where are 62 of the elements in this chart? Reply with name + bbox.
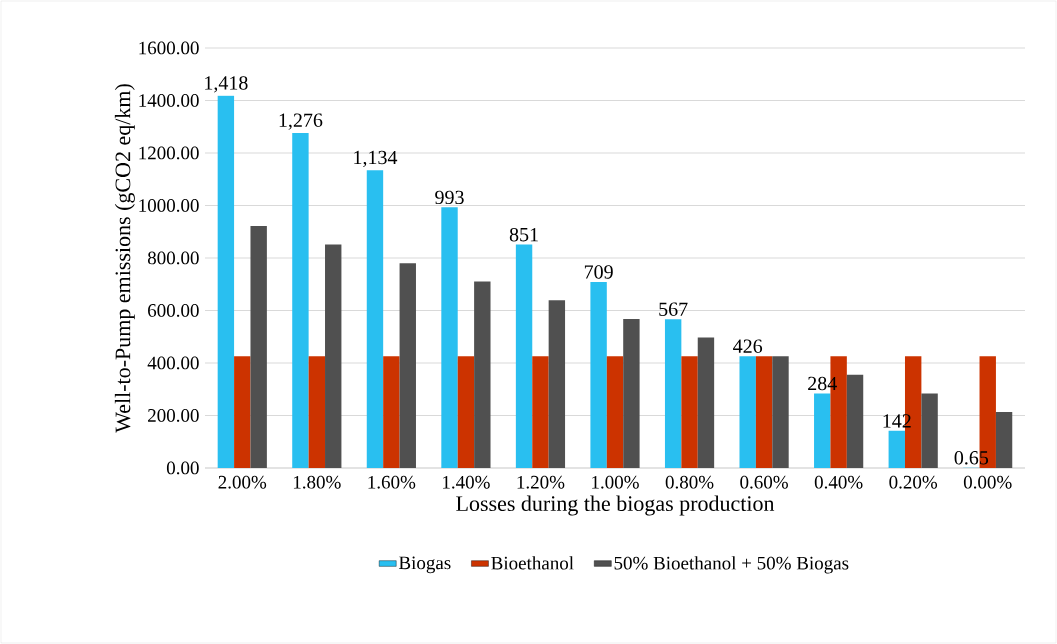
bar: [548, 300, 566, 468]
y-tick-label: 200.00: [148, 409, 199, 422]
bar: [846, 374, 864, 468]
x-tick-label: 1.20%: [517, 475, 565, 489]
bar: [292, 133, 309, 468]
y-tick-label: 1400.00: [139, 94, 199, 107]
x-tick-label: 1.00%: [592, 475, 639, 489]
x-tick-label: 0.00%: [963, 475, 1012, 489]
bar: [772, 356, 789, 468]
x-axis-title: Losses during the biogas production: [456, 495, 775, 516]
y-tick-label: 1600.00: [139, 41, 199, 55]
legend-label: Bioethanol: [491, 556, 574, 570]
data-label: 1,134: [354, 150, 398, 168]
y-tick-label: 1000.00: [139, 199, 199, 212]
bar: [995, 412, 1013, 468]
bar: [739, 356, 756, 468]
data-label: 851: [509, 227, 538, 242]
bar: [590, 281, 607, 468]
bar: [457, 356, 475, 468]
bar: [474, 281, 491, 468]
data-label: 426: [733, 339, 763, 353]
data-label: 1,418: [205, 76, 248, 93]
legend-label: Biogas: [398, 556, 451, 574]
bar: [755, 356, 773, 468]
y-tick-label: 600.00: [148, 304, 199, 317]
bar: [366, 170, 384, 468]
bar: [217, 95, 235, 468]
bar: [681, 356, 698, 468]
bar: [921, 393, 938, 468]
bar: [399, 263, 416, 468]
bar: [814, 393, 831, 468]
x-tick-label: 0.60%: [740, 475, 788, 489]
data-label: 993: [435, 190, 464, 205]
data-label: 1,276: [279, 113, 323, 130]
data-label: 567: [659, 302, 688, 316]
bar: [623, 318, 640, 468]
x-tick-label: 2.00%: [218, 475, 267, 489]
x-tick-label: 0.40%: [814, 475, 863, 489]
y-tick-label: 800.00: [147, 251, 199, 265]
bar: [697, 337, 715, 468]
bar: [888, 430, 905, 468]
y-axis-title: Well-to-Pump emissions (gCO2 eq/km): [114, 84, 135, 433]
bar: [325, 244, 342, 468]
x-tick-label: 0.20%: [889, 475, 938, 489]
bar: [383, 356, 400, 468]
bar: [664, 319, 682, 468]
x-tick-label: 0.80%: [665, 475, 714, 489]
x-tick-label: 1.40%: [443, 475, 490, 489]
bar: [532, 356, 549, 468]
bar: [250, 225, 267, 468]
bar: [234, 356, 251, 468]
y-tick-label: 1200.00: [139, 146, 199, 160]
bar: [515, 244, 533, 468]
legend-label: 50% Bioethanol + 50% Biogas: [614, 556, 849, 574]
y-tick-label: 400.00: [147, 356, 199, 370]
bar: [606, 356, 624, 468]
x-tick-label: 1.80%: [293, 475, 341, 489]
bar: [441, 207, 458, 468]
bar: [308, 356, 326, 468]
x-tick-label: 1.60%: [368, 475, 416, 489]
y-tick-label: 0.00: [166, 461, 199, 475]
data-label: 709: [584, 265, 613, 279]
